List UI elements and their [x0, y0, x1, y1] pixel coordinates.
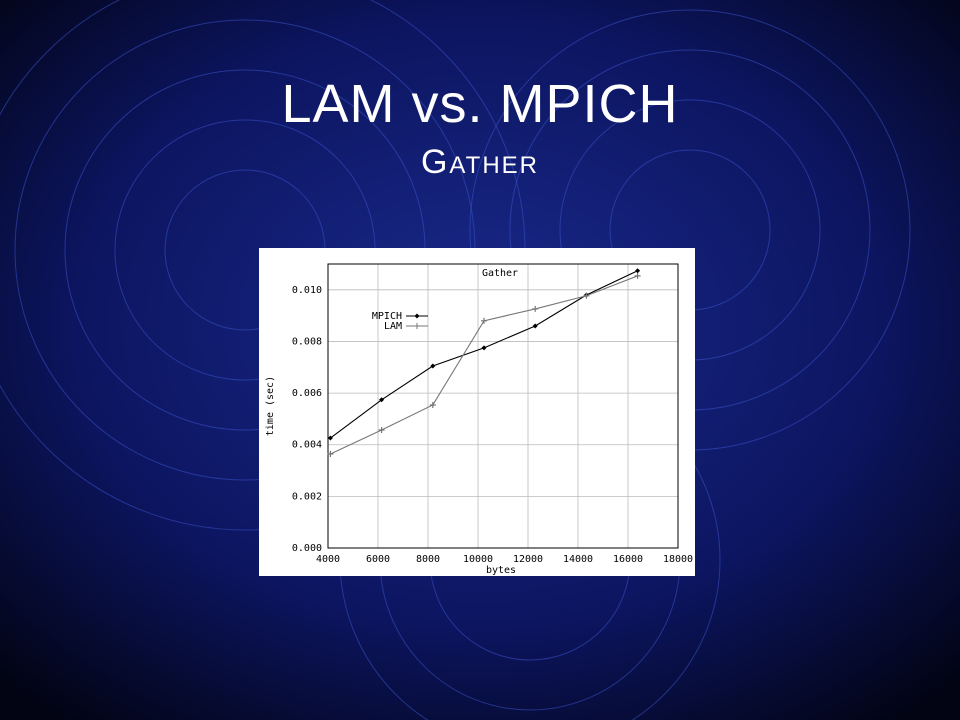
point	[481, 345, 487, 351]
y-tick-label: 0.006	[292, 388, 322, 399]
chart-title: Gather	[482, 268, 518, 279]
point	[379, 397, 385, 403]
x-tick-label: 6000	[366, 554, 390, 565]
y-tick-label: 0.010	[292, 285, 322, 296]
y-tick-label: 0.002	[292, 491, 322, 502]
point	[429, 401, 436, 408]
chart-background	[259, 248, 695, 576]
x-tick-label: 4000	[316, 554, 340, 565]
legend-marker	[414, 313, 420, 319]
x-tick-label: 8000	[416, 554, 440, 565]
point	[481, 317, 487, 324]
point	[430, 363, 436, 369]
point	[327, 435, 333, 441]
point	[378, 427, 385, 434]
legend-label: MPICH	[372, 311, 402, 322]
point	[532, 323, 538, 329]
plot-frame	[327, 263, 679, 549]
point	[327, 451, 334, 458]
x-tick-label: 10000	[463, 554, 493, 565]
point	[635, 268, 641, 274]
y-tick-label: 0.008	[292, 336, 322, 347]
slide-title: LAM vs. MPICH	[281, 74, 678, 134]
slide-subtitle: Gather	[421, 143, 539, 181]
x-tick-label: 16000	[613, 554, 643, 565]
legend-marker	[414, 323, 420, 329]
chart: 0.000 0.002 0.004 0.006 0.008 0.010 4000 6000 80…	[265, 263, 693, 576]
point	[634, 272, 641, 279]
x-axis-label: bytes	[486, 565, 516, 576]
y-tick-label: 0.004	[292, 440, 322, 451]
point	[532, 305, 539, 312]
y-axis-label: time (sec)	[265, 376, 276, 436]
legend-label: LAM	[384, 321, 402, 332]
x-tick-label: 18000	[663, 554, 693, 565]
x-tick-label: 12000	[513, 554, 543, 565]
point	[583, 292, 590, 299]
y-tick-label: 0.000	[292, 543, 322, 554]
x-tick-label: 14000	[563, 554, 593, 565]
